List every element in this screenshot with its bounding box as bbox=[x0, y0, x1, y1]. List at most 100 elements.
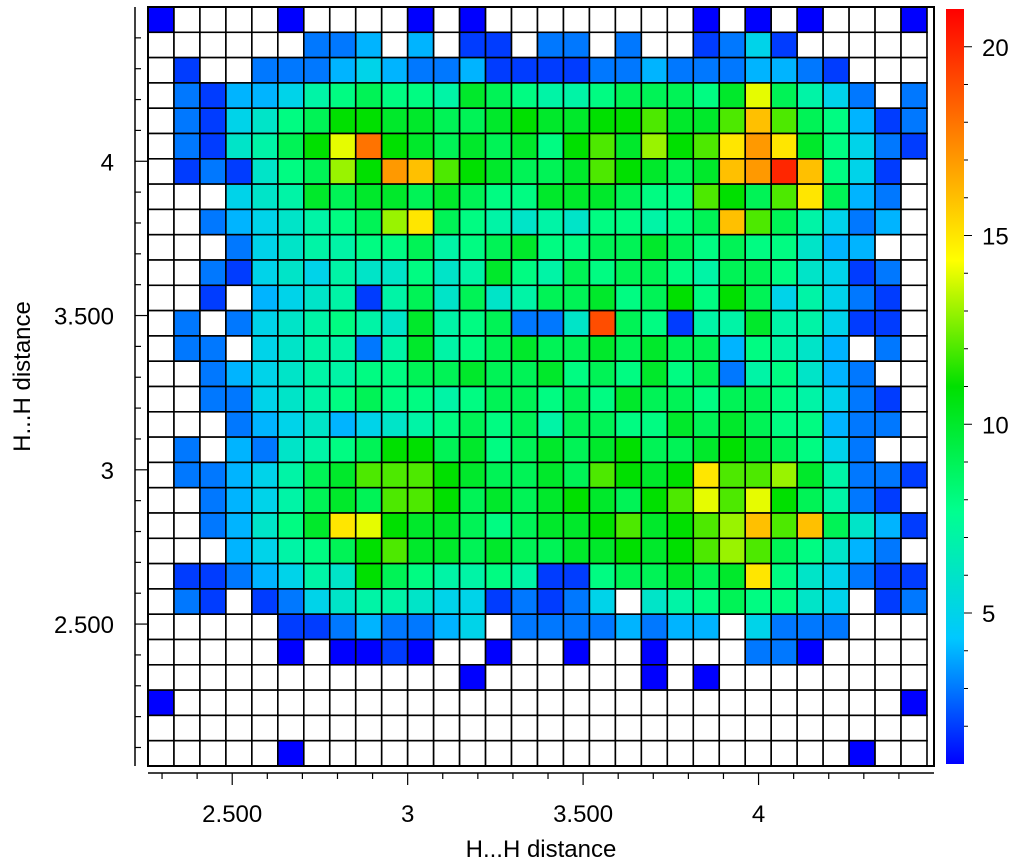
heatmap-cell bbox=[562, 461, 591, 489]
heatmap-cell bbox=[484, 689, 513, 717]
heatmap-cell bbox=[718, 335, 747, 362]
heatmap-cell bbox=[718, 537, 747, 565]
heatmap-cell bbox=[458, 31, 487, 59]
heatmap-cell bbox=[900, 537, 928, 565]
heatmap-cell bbox=[510, 689, 539, 717]
heatmap-cell bbox=[406, 436, 435, 464]
heatmap-cell bbox=[822, 638, 850, 666]
heatmap-cell bbox=[848, 613, 876, 641]
y-tick-label: 3 bbox=[101, 458, 114, 485]
heatmap-cell bbox=[640, 107, 669, 135]
heatmap-cell bbox=[900, 613, 928, 641]
heatmap-cell bbox=[302, 613, 331, 641]
heatmap-cell bbox=[562, 233, 591, 261]
heatmap-cell bbox=[406, 360, 435, 388]
heatmap-cell bbox=[822, 132, 850, 160]
heatmap-cell bbox=[666, 6, 695, 34]
heatmap-cell bbox=[173, 82, 201, 110]
heatmap-cell bbox=[692, 284, 721, 312]
heatmap-cell bbox=[770, 309, 798, 337]
heatmap-cell bbox=[640, 714, 669, 742]
heatmap-cell bbox=[173, 486, 201, 514]
heatmap-cell bbox=[692, 689, 721, 717]
heatmap-cell bbox=[666, 208, 695, 236]
heatmap-cell bbox=[406, 183, 435, 211]
heatmap-cell bbox=[458, 284, 487, 312]
heatmap-cell bbox=[770, 588, 798, 616]
heatmap-cell bbox=[484, 259, 513, 287]
heatmap-cell bbox=[588, 512, 617, 540]
heatmap-cell bbox=[484, 562, 513, 590]
heatmap-cell bbox=[277, 486, 305, 514]
heatmap-cell bbox=[147, 588, 175, 616]
heatmap-cell bbox=[147, 6, 175, 34]
heatmap-cell bbox=[510, 309, 539, 337]
heatmap-cell bbox=[796, 132, 824, 160]
heatmap-cell bbox=[458, 208, 487, 236]
heatmap-cell bbox=[640, 309, 669, 337]
heatmap-cell bbox=[510, 461, 539, 489]
heatmap-cell bbox=[302, 512, 331, 540]
heatmap-cell bbox=[147, 132, 175, 160]
heatmap-cell bbox=[147, 233, 175, 261]
heatmap-cell bbox=[380, 132, 409, 160]
heatmap-cell bbox=[536, 56, 565, 84]
heatmap-cell bbox=[199, 689, 227, 717]
heatmap-cell bbox=[770, 385, 798, 413]
heatmap-cell bbox=[718, 739, 747, 767]
heatmap-cell bbox=[770, 512, 798, 540]
heatmap-cell bbox=[796, 739, 824, 767]
heatmap-cell bbox=[614, 56, 643, 84]
heatmap-cell bbox=[173, 259, 201, 287]
heatmap-cell bbox=[484, 739, 513, 767]
heatmap-cell bbox=[147, 486, 175, 514]
heatmap-cell bbox=[536, 132, 565, 160]
heatmap-cell bbox=[796, 436, 824, 464]
heatmap-cell bbox=[796, 638, 824, 666]
heatmap-cell bbox=[770, 461, 798, 489]
heatmap-cell bbox=[588, 588, 617, 616]
heatmap-cell bbox=[640, 6, 669, 34]
heatmap-cell bbox=[770, 335, 798, 362]
heatmap-cell bbox=[796, 613, 824, 641]
heatmap-cell bbox=[614, 132, 643, 160]
heatmap-cell bbox=[666, 309, 695, 337]
heatmap-cell bbox=[484, 56, 513, 84]
heatmap-cell bbox=[874, 56, 902, 84]
heatmap-cell bbox=[640, 436, 669, 464]
heatmap-cell bbox=[199, 107, 227, 135]
heatmap-cell bbox=[614, 588, 643, 616]
heatmap-cell bbox=[380, 613, 409, 641]
heatmap-cell bbox=[562, 689, 591, 717]
heatmap-cell bbox=[458, 436, 487, 464]
heatmap-cell bbox=[718, 461, 747, 489]
heatmap-cell bbox=[614, 461, 643, 489]
heatmap-cell bbox=[199, 588, 227, 616]
heatmap-cell bbox=[510, 233, 539, 261]
heatmap-cell bbox=[354, 107, 383, 135]
heatmap-cell bbox=[822, 588, 850, 616]
heatmap-cell bbox=[173, 537, 201, 565]
heatmap-cell bbox=[874, 588, 902, 616]
heatmap-cell bbox=[173, 6, 201, 34]
heatmap-cell bbox=[432, 284, 461, 312]
heatmap-cell bbox=[458, 385, 487, 413]
heatmap-cell bbox=[302, 56, 331, 84]
heatmap-cell bbox=[484, 309, 513, 337]
heatmap-cell bbox=[173, 562, 201, 590]
heatmap-cell bbox=[380, 461, 409, 489]
heatmap-cell bbox=[354, 486, 383, 514]
heatmap-cell bbox=[770, 410, 798, 438]
heatmap-cell bbox=[380, 56, 409, 84]
heatmap-cell bbox=[796, 385, 824, 413]
heatmap-cell bbox=[536, 183, 565, 211]
heatmap-cell bbox=[588, 385, 617, 413]
heatmap-cell bbox=[380, 739, 409, 767]
heatmap-cell bbox=[822, 360, 850, 388]
colorbar-tick-label: 5 bbox=[982, 601, 995, 628]
heatmap-cell bbox=[277, 132, 305, 160]
heatmap-cell bbox=[536, 31, 565, 59]
heatmap-cell bbox=[173, 689, 201, 717]
heatmap-cell bbox=[536, 284, 565, 312]
heatmap-cell bbox=[328, 309, 357, 337]
